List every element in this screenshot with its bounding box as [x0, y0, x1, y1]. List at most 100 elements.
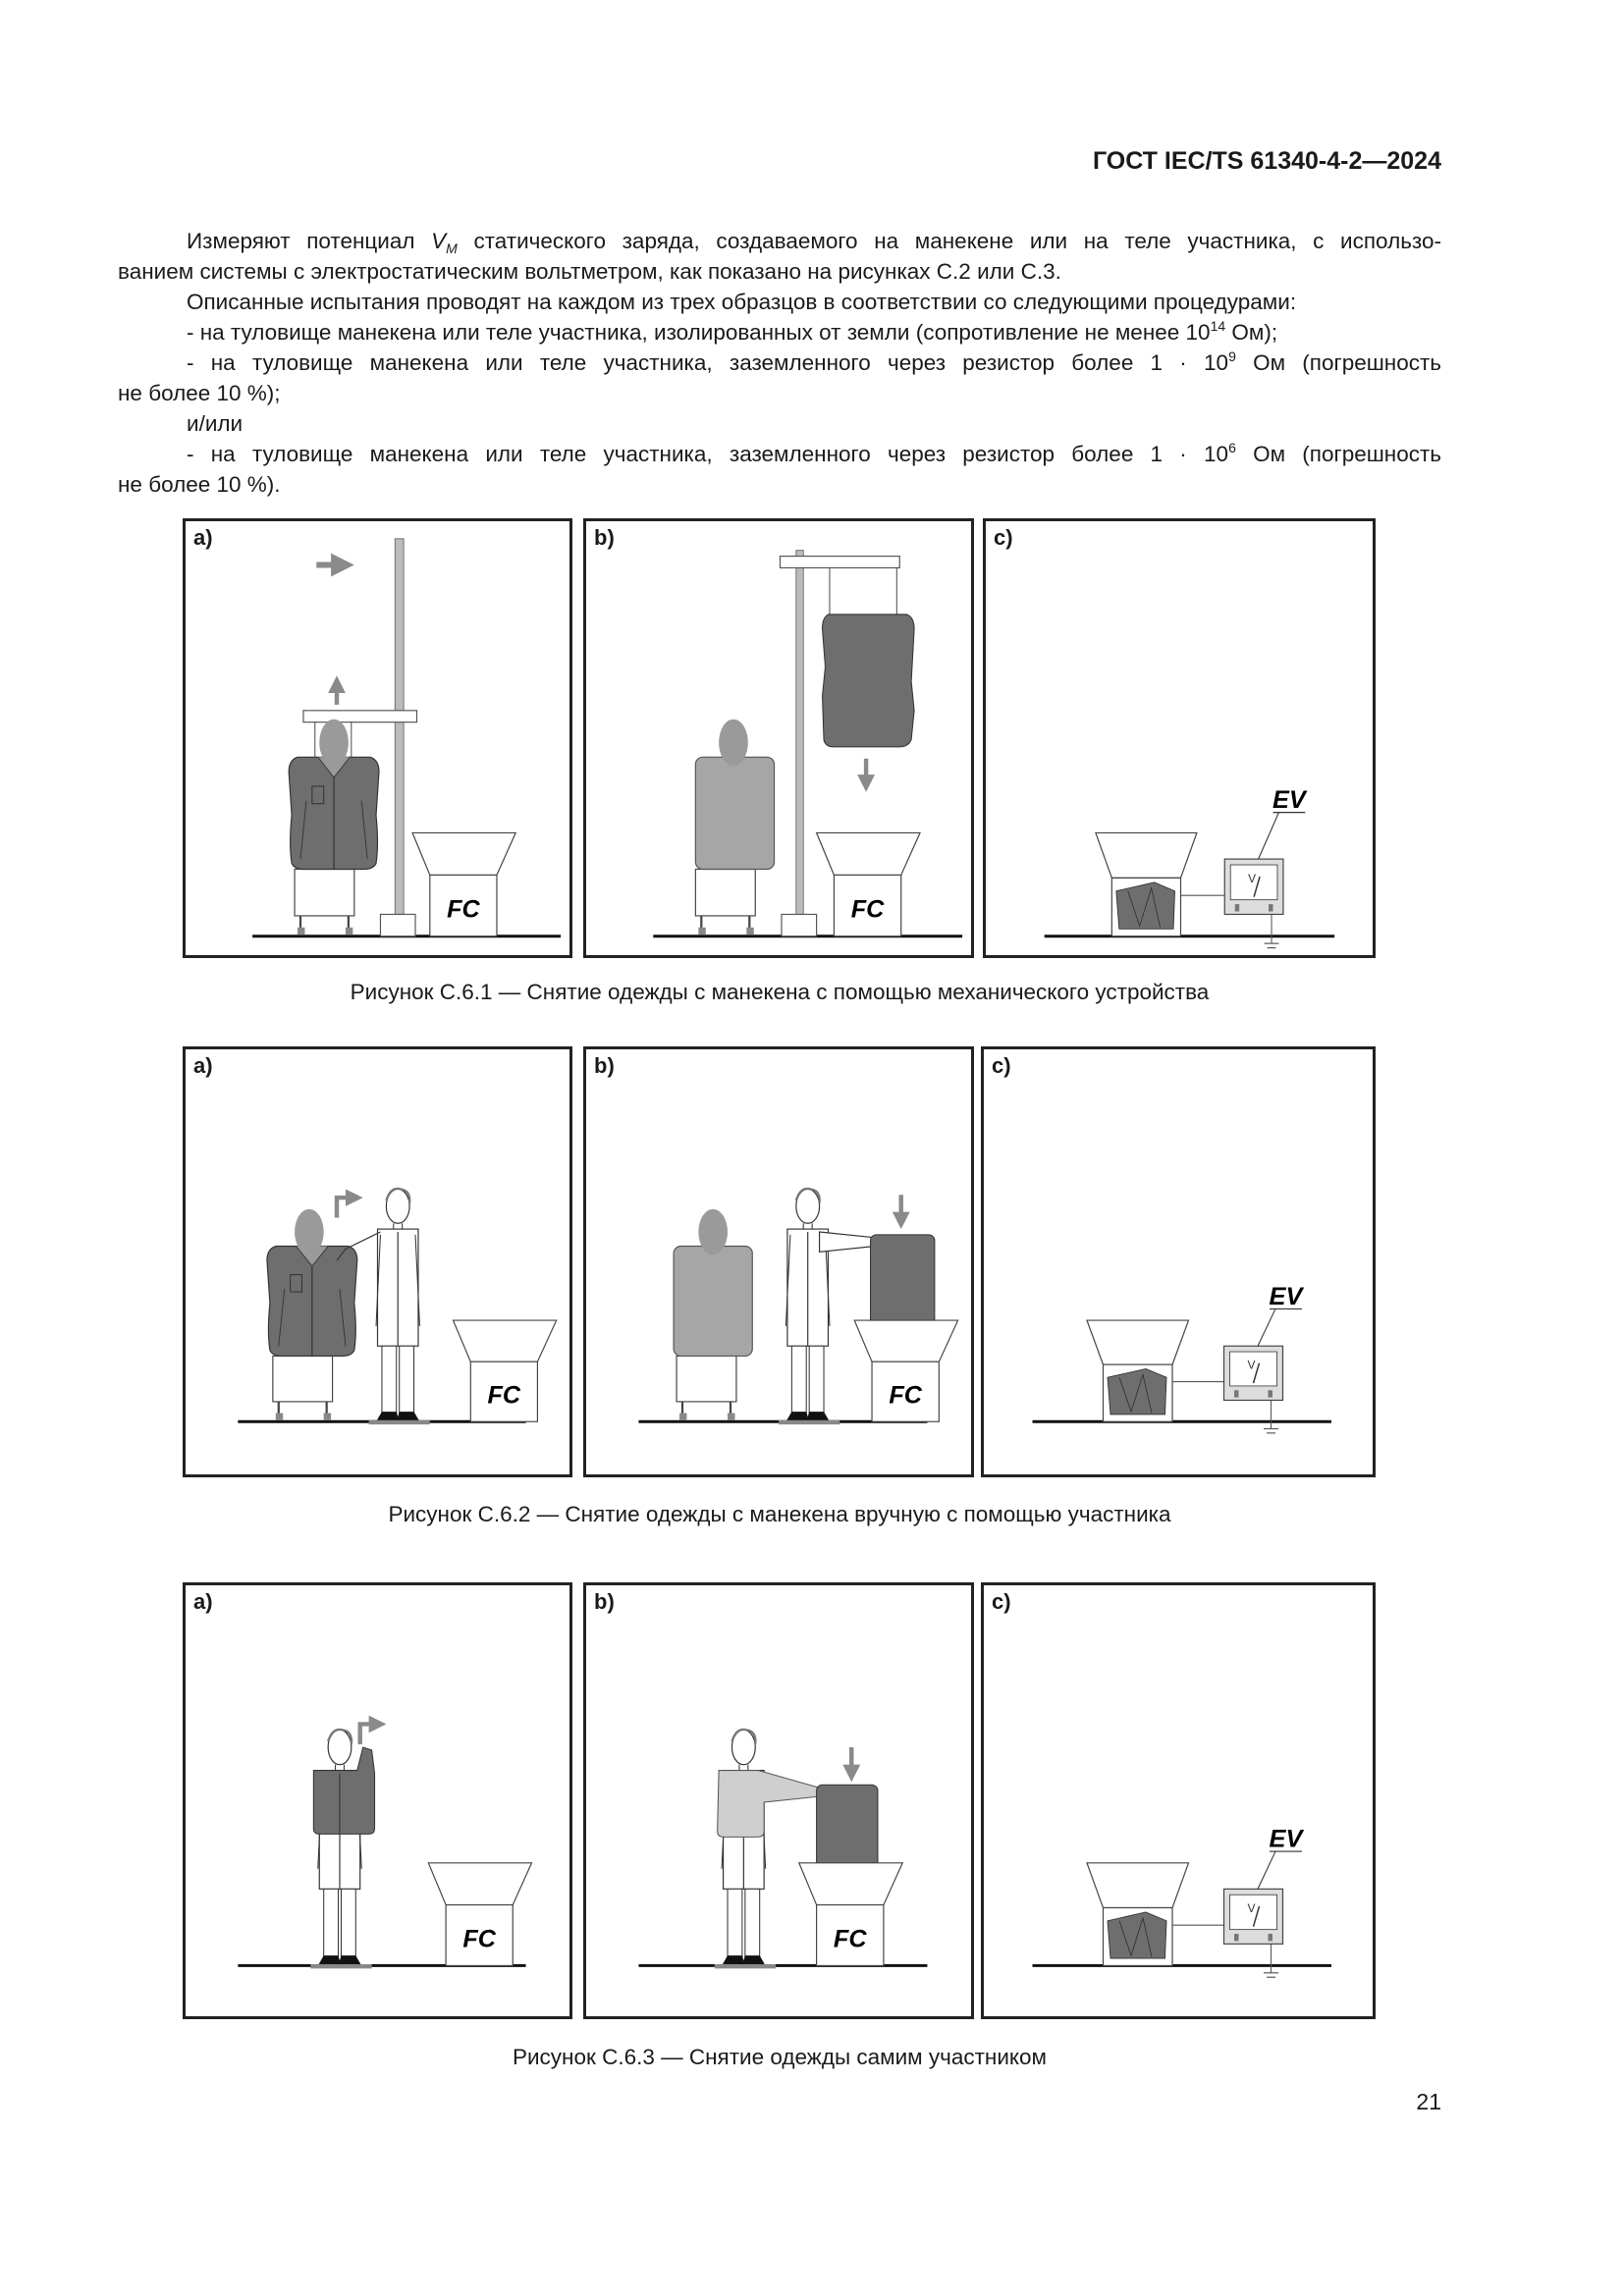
- figure-c62: a) FC b) FC c): [183, 1046, 1377, 1477]
- scene-self-drop: FC: [638, 1728, 928, 1970]
- pole-base: [379, 913, 416, 937]
- panel-label: b): [594, 525, 615, 550]
- panel-label: a): [193, 1053, 213, 1078]
- scene-manual-removal: FC: [238, 1187, 558, 1426]
- text-line: не более 10 %);: [118, 381, 281, 405]
- variable-v: V: [431, 229, 447, 253]
- scene-measurement: EV: [1032, 1826, 1331, 1978]
- text-line: ванием системы с электростатическим воль…: [118, 259, 1061, 284]
- mannequin-head: [698, 1208, 729, 1255]
- fc-label: FC: [889, 1382, 923, 1410]
- panel-label: a): [193, 525, 213, 550]
- worn-jacket: [312, 1746, 376, 1835]
- fc-label: FC: [834, 1925, 867, 1952]
- panel-c: c) EV: [981, 1046, 1376, 1477]
- mannequin-torso: [673, 1245, 753, 1357]
- panel-b: b) FC: [583, 1582, 974, 2019]
- body-text: Измеряют потенциал VM статического заряд…: [118, 226, 1441, 500]
- text-segment: статического заряда, создаваемого на ман…: [457, 229, 1441, 253]
- fc-label: FC: [462, 1925, 496, 1952]
- document-id-header: ГОСТ IEC/TS 61340-4-2—2024: [1092, 147, 1441, 175]
- bullet-1: - на туловище манекена или теле участник…: [118, 317, 1441, 347]
- hanging-jacket: [822, 614, 915, 748]
- panel-b: b) FC: [583, 518, 974, 958]
- fc-label: FC: [488, 1382, 522, 1410]
- page-number: 21: [1416, 2089, 1441, 2114]
- panel-c: c) EV: [981, 1582, 1376, 2019]
- text-line: Измеряют потенциал VM статического заряд…: [118, 226, 1441, 256]
- scene-manual-drop: FC: [638, 1187, 959, 1426]
- voltmeter-icon: [1223, 858, 1284, 916]
- panel-c: c) EV: [983, 518, 1376, 958]
- figure-c63: a) FC b) FC c): [183, 1582, 1377, 2019]
- figure-caption: Рисунок С.6.2 — Снятие одежды с манекена…: [388, 1502, 1171, 1526]
- superscript: 6: [1228, 440, 1236, 455]
- figure-caption: Рисунок С.6.1 — Снятие одежды с манекена…: [350, 980, 1210, 1004]
- stool: [293, 868, 355, 936]
- participant: [713, 1728, 778, 1970]
- subscript-m: M: [446, 240, 458, 256]
- arrow-bent-icon: [334, 1189, 363, 1218]
- ev-label: EV: [1269, 1826, 1304, 1853]
- participant-arm: [818, 1231, 876, 1253]
- panel-label: c): [994, 525, 1013, 550]
- text-segment: - на туловище манекена или теле участник…: [187, 320, 1211, 345]
- crossbar: [779, 556, 900, 569]
- text-segment: Измеряют потенциал: [187, 229, 432, 253]
- held-jacket: [870, 1234, 936, 1327]
- text-segment: Ом (погрешность: [1235, 442, 1441, 466]
- stool: [675, 1355, 738, 1421]
- superscript: 9: [1228, 348, 1236, 364]
- participant: [777, 1187, 841, 1426]
- fc-label: FC: [447, 895, 480, 923]
- panel-a: a) FC: [183, 1582, 572, 2019]
- text-segment: - на туловище манекена или теле участник…: [187, 350, 1229, 375]
- jacket: [266, 1245, 358, 1357]
- ev-label: EV: [1272, 786, 1308, 814]
- scene-jacket-lifted: FC: [653, 550, 963, 938]
- pole: [795, 550, 804, 915]
- panel-label: a): [193, 1589, 213, 1614]
- participant-arm: [336, 1231, 381, 1261]
- scene-mechanical-lift: FC: [252, 538, 562, 938]
- mannequin-head: [319, 719, 349, 767]
- text-line: не более 10 %).: [118, 472, 281, 497]
- panel-label: c): [992, 1053, 1011, 1078]
- arrow-bent-icon: [357, 1715, 387, 1745]
- scene-measurement: EV: [1032, 1283, 1331, 1434]
- scene-self-removal: FC: [238, 1715, 533, 1970]
- superscript: 14: [1210, 318, 1226, 334]
- fc-label: FC: [851, 895, 885, 923]
- crossbar: [302, 710, 418, 723]
- panel-a: a) FC: [183, 518, 572, 958]
- faraday-cup-with-jacket: [1086, 1319, 1190, 1422]
- text-line: Описанные испытания проводят на каждом и…: [187, 290, 1297, 314]
- stool: [694, 868, 757, 936]
- ev-label: EV: [1269, 1283, 1304, 1310]
- faraday-cup-with-jacket: [1095, 831, 1198, 937]
- figure-caption: Рисунок С.6.3 — Снятие одежды самим учас…: [512, 2045, 1048, 2069]
- participant: [367, 1187, 431, 1426]
- text-line: и/или: [187, 411, 244, 436]
- mannequin-head: [719, 719, 748, 767]
- scene-measurement: EV: [1044, 786, 1335, 949]
- text-segment: - на туловище манекена или теле участник…: [187, 442, 1229, 466]
- voltmeter-icon: [1222, 1888, 1284, 1946]
- stool: [271, 1355, 334, 1421]
- panel-b: b) FC: [583, 1046, 974, 1477]
- pole: [394, 538, 405, 915]
- text-segment: Ом (погрешность: [1235, 350, 1441, 375]
- text-segment: Ом);: [1225, 320, 1278, 345]
- figure-c61: a) FC b): [183, 518, 1377, 958]
- sweater: [717, 1770, 821, 1838]
- panel-a: a) FC: [183, 1046, 572, 1477]
- panel-label: c): [992, 1589, 1011, 1614]
- mannequin-head: [295, 1208, 324, 1255]
- jacket: [288, 756, 380, 871]
- bullet-2: - на туловище манекена или теле участник…: [118, 347, 1441, 378]
- panel-label: b): [594, 1589, 615, 1614]
- bullet-3: - на туловище манекена или теле участник…: [118, 439, 1441, 469]
- voltmeter-icon: [1222, 1345, 1284, 1402]
- panel-label: b): [594, 1053, 615, 1078]
- faraday-cup-with-jacket: [1086, 1862, 1190, 1967]
